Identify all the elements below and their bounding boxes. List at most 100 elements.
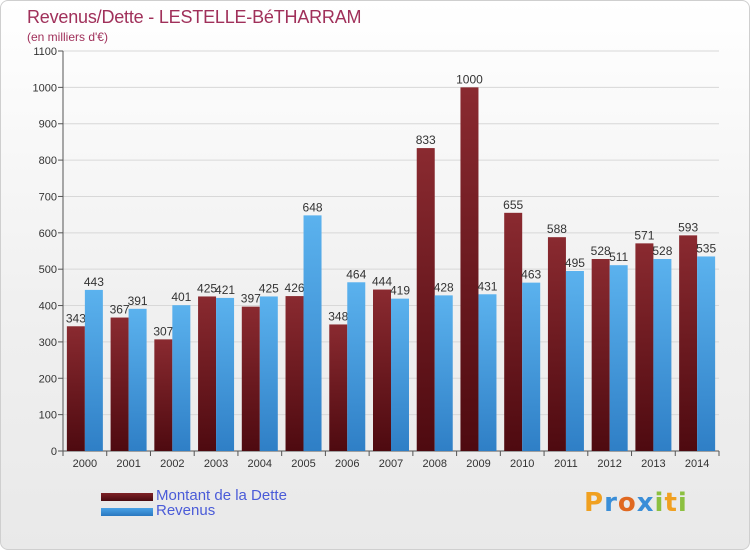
bar-revenus <box>653 259 672 451</box>
bar-revenus <box>347 282 366 451</box>
y-tick-label: 100 <box>39 410 57 422</box>
bar-revenus <box>565 271 584 451</box>
bar-dette <box>504 212 523 451</box>
x-tick-label: 2005 <box>291 458 315 470</box>
y-tick-label: 400 <box>39 301 57 313</box>
data-label-dette: 367 <box>110 303 130 317</box>
data-label-revenus: 648 <box>303 200 323 214</box>
bar-revenus <box>216 297 235 451</box>
data-label-revenus: 428 <box>434 280 454 294</box>
chart-subtitle: (en milliers d'€) <box>27 30 108 44</box>
legend-swatch-revenus <box>101 508 153 516</box>
x-tick-label: 2011 <box>554 458 578 470</box>
data-label-dette: 833 <box>416 133 436 147</box>
bar-revenus <box>84 289 103 451</box>
logo-letter: x <box>636 488 655 518</box>
y-tick-label: 600 <box>39 228 57 240</box>
y-tick-label: 1000 <box>33 82 57 94</box>
x-tick-label: 2010 <box>510 458 534 470</box>
y-tick-label: 200 <box>39 373 57 385</box>
bar-revenus <box>391 298 409 451</box>
data-label-revenus: 511 <box>609 250 628 264</box>
logo-letter: i <box>654 488 665 518</box>
data-label-dette: 307 <box>153 324 173 338</box>
x-tick-label: 2013 <box>641 458 665 470</box>
bar-revenus <box>609 265 628 451</box>
bar-revenus <box>128 308 147 451</box>
bar-revenus <box>434 295 453 451</box>
logo-letter: r <box>604 488 618 518</box>
bar-dette <box>241 306 260 451</box>
legend-label-revenus: Revenus <box>156 502 216 519</box>
data-label-dette: 444 <box>372 275 392 289</box>
data-label-revenus: 431 <box>477 279 497 293</box>
x-tick-label: 2007 <box>379 458 403 470</box>
bar-dette <box>547 237 566 451</box>
data-label-dette: 343 <box>66 311 86 325</box>
y-tick-label: 500 <box>39 264 57 276</box>
x-tick-label: 2008 <box>422 458 446 470</box>
bar-revenus <box>478 294 497 451</box>
data-label-dette: 426 <box>285 281 305 295</box>
logo-letter: P <box>584 488 605 518</box>
y-tick-label: 300 <box>39 337 57 349</box>
bar-dette <box>416 148 435 451</box>
bar-revenus <box>259 296 278 451</box>
bar-dette <box>635 243 654 451</box>
x-tick-label: 2006 <box>335 458 359 470</box>
bar-revenus <box>172 305 191 451</box>
y-tick-label: 800 <box>39 155 57 167</box>
data-label-revenus: 401 <box>171 290 191 304</box>
data-label-revenus: 528 <box>652 244 672 258</box>
y-tick-label: 0 <box>51 446 57 458</box>
data-label-dette: 588 <box>547 222 567 236</box>
x-tick-label: 2003 <box>204 458 228 470</box>
x-tick-label: 2004 <box>248 458 272 470</box>
x-tick-label: 2002 <box>160 458 184 470</box>
bar-dette <box>198 296 217 451</box>
data-label-revenus: 421 <box>215 283 235 297</box>
data-label-revenus: 419 <box>390 284 410 298</box>
y-tick-label: 900 <box>39 119 57 131</box>
bar-revenus <box>522 282 541 451</box>
bar-dette <box>285 296 304 451</box>
bar-dette <box>373 289 391 451</box>
logo-letter: o <box>617 488 637 518</box>
y-tick-label: 700 <box>39 191 57 203</box>
chart-title: Revenus/Dette - LESTELLE-BéTHARRAM <box>27 7 362 27</box>
data-label-dette: 571 <box>634 228 654 242</box>
proxiti-logo: Proxiti <box>584 488 688 518</box>
bar-dette <box>679 235 698 451</box>
bar-dette <box>110 317 129 451</box>
data-label-dette: 397 <box>241 292 261 306</box>
data-label-dette: 425 <box>197 281 217 295</box>
bar-dette <box>591 259 610 451</box>
data-label-revenus: 391 <box>128 294 148 308</box>
bar-revenus <box>303 215 322 451</box>
logo-letter: i <box>677 488 688 518</box>
x-tick-label: 2012 <box>597 458 621 470</box>
data-label-revenus: 464 <box>346 267 366 281</box>
data-label-dette: 1000 <box>456 72 483 86</box>
x-tick-label: 2009 <box>466 458 490 470</box>
data-label-dette: 348 <box>328 309 348 323</box>
x-tick-label: 2014 <box>685 458 709 470</box>
data-label-revenus: 463 <box>521 268 541 282</box>
x-tick-label: 2001 <box>116 458 140 470</box>
data-label-revenus: 425 <box>259 281 279 295</box>
data-label-revenus: 535 <box>696 241 716 255</box>
bar-dette <box>66 326 85 451</box>
data-label-revenus: 443 <box>84 275 104 289</box>
legend-swatch-dette <box>101 493 153 501</box>
bar-revenus <box>697 256 716 451</box>
legend-label-dette: Montant de la Dette <box>156 487 287 504</box>
bar-dette <box>329 324 348 451</box>
data-label-dette: 655 <box>503 198 523 212</box>
logo-letter: t <box>664 488 678 518</box>
data-label-revenus: 495 <box>565 256 585 270</box>
y-tick-label: 1100 <box>33 46 57 58</box>
x-tick-label: 2000 <box>73 458 97 470</box>
bar-dette <box>460 87 479 451</box>
